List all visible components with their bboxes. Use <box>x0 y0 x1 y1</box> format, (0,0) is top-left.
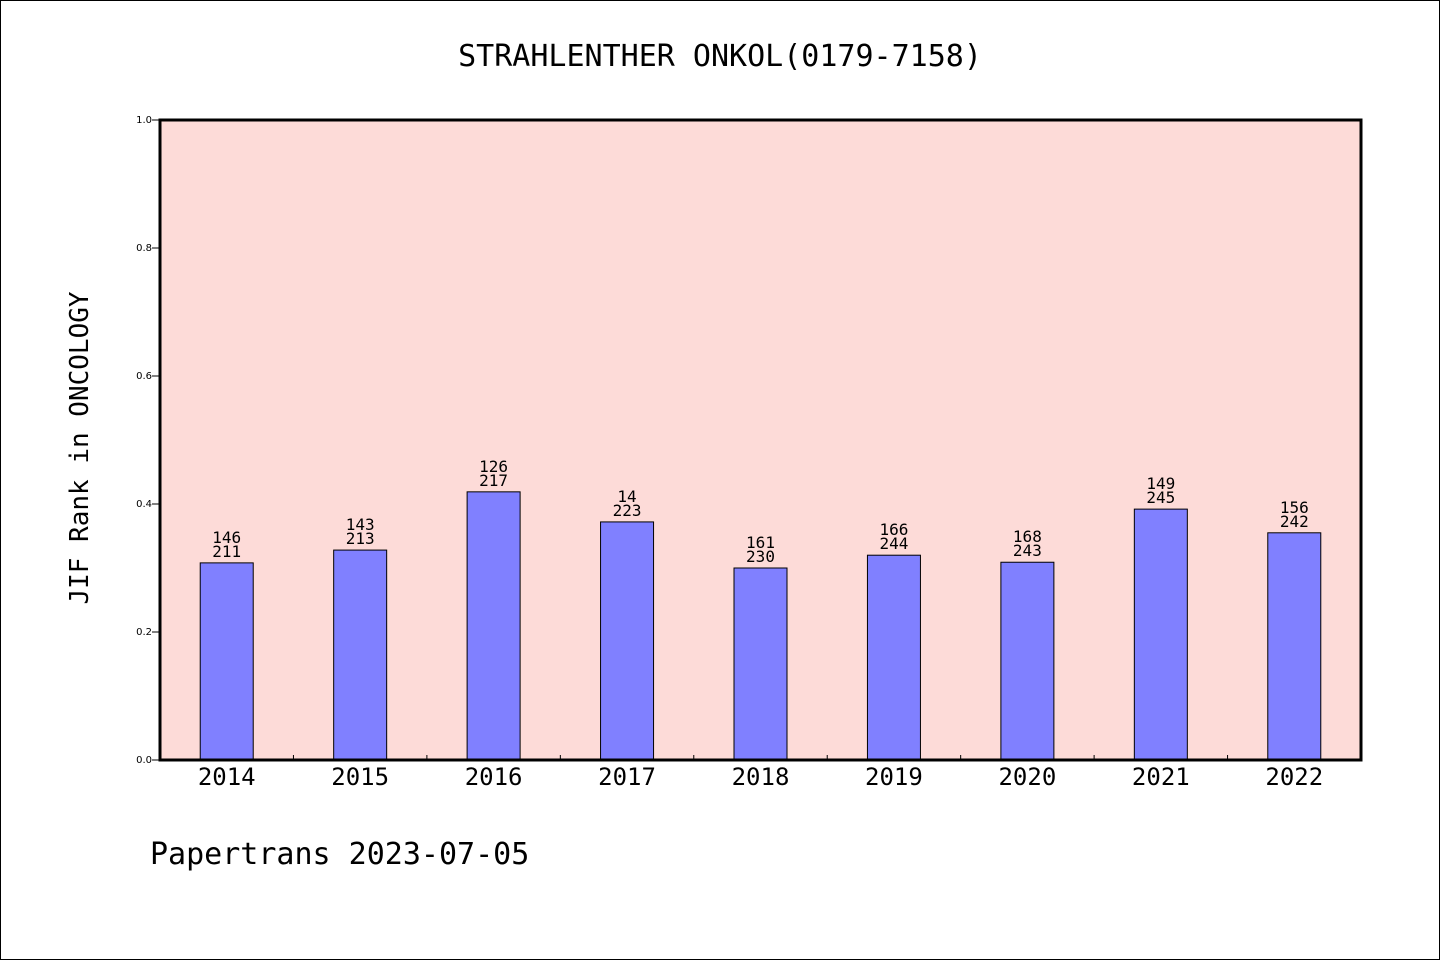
x-tick-label: 2021 <box>1132 763 1190 791</box>
y-tick-label: 0.6 <box>136 371 152 382</box>
rank-label: 146 <box>212 528 241 547</box>
rank-label: 126 <box>479 457 508 476</box>
x-tick-label: 2014 <box>198 763 256 791</box>
y-tick-label: 1.0 <box>136 115 152 126</box>
rank-label: 143 <box>346 515 375 534</box>
rank-label: 14 <box>617 487 636 506</box>
chart-title: STRAHLENTHER ONKOL(0179-7158) <box>458 39 982 74</box>
y-tick-label: 0.8 <box>136 243 152 254</box>
bar <box>1133 508 1188 761</box>
rank-label: 156 <box>1280 498 1309 517</box>
rank-label: 161 <box>746 533 775 552</box>
bar <box>866 554 921 761</box>
x-tick-label: 2022 <box>1265 763 1323 791</box>
y-tick-label: 0.4 <box>136 499 152 510</box>
x-tick-label: 2018 <box>732 763 790 791</box>
bar <box>600 521 655 761</box>
total-label: 211 <box>212 542 241 561</box>
total-label: 230 <box>746 547 775 566</box>
plot-border <box>158 118 1363 762</box>
bars-group <box>199 491 1322 761</box>
rank-label: 168 <box>1013 527 1042 546</box>
total-label: 243 <box>1013 541 1042 560</box>
rank-label: 149 <box>1146 474 1175 493</box>
total-label: 213 <box>346 529 375 548</box>
ticks-group: 0.0 0.2 0.4 0.6 0.8 1.0 2014 2015 2016 2017 2018 20… <box>136 115 1323 791</box>
total-label: 245 <box>1146 488 1175 507</box>
bar <box>733 567 788 761</box>
x-tick-label: 2015 <box>331 763 389 791</box>
total-label: 242 <box>1280 512 1309 531</box>
y-axis-label: JIF Rank in ONCOLOGY <box>65 291 95 604</box>
bar <box>1267 532 1322 761</box>
x-tick-label: 2016 <box>465 763 523 791</box>
footer-text: Papertrans 2023-07-05 <box>150 837 529 872</box>
bar <box>1000 561 1055 761</box>
y-tick-label: 0.0 <box>136 755 152 766</box>
total-label: 217 <box>479 471 508 490</box>
x-tick-label: 2020 <box>998 763 1056 791</box>
bar <box>199 562 254 761</box>
x-tick-label: 2019 <box>865 763 923 791</box>
x-tick-label: 2017 <box>598 763 656 791</box>
bar <box>466 491 521 761</box>
total-label: 223 <box>613 501 642 520</box>
bar <box>333 549 388 761</box>
y-tick-label: 0.2 <box>136 627 152 638</box>
rank-label: 166 <box>879 520 908 539</box>
total-label: 244 <box>879 534 908 553</box>
